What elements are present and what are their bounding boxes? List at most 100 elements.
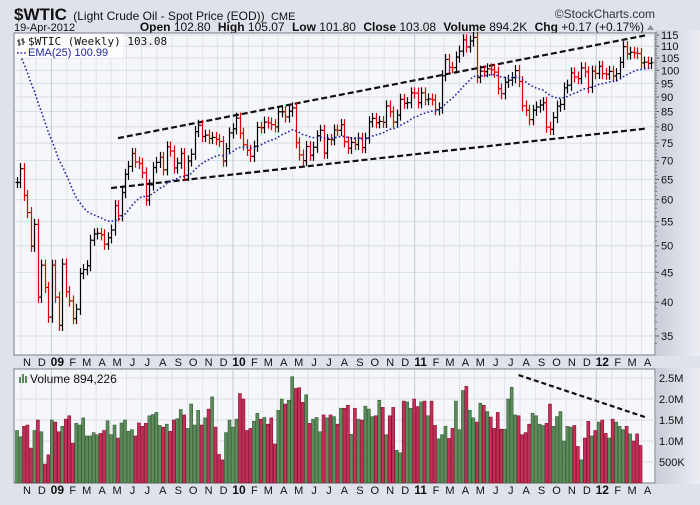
price-tick-label: 80 <box>661 122 673 134</box>
price-tick-label: 95 <box>661 78 673 90</box>
volume-bar <box>464 386 469 484</box>
month-tick-label: A <box>159 357 167 369</box>
volume-bar <box>123 419 127 484</box>
high-label: High <box>218 20 245 34</box>
price-bar <box>227 127 232 155</box>
volume-bar <box>46 454 51 484</box>
price-bar <box>175 157 180 174</box>
price-bar <box>419 87 424 109</box>
volume-bar <box>318 431 322 484</box>
volume-bar <box>398 452 402 484</box>
month-tick-label: M <box>476 357 485 369</box>
year-tick-label: 12 <box>596 355 610 369</box>
volume-tick-label: 2.5M <box>659 373 683 385</box>
volume-bar <box>534 415 538 484</box>
month-tick-label: J <box>326 485 332 497</box>
volume-bar <box>523 432 528 484</box>
volume-bar <box>593 430 598 484</box>
volume-axis-background <box>656 368 700 484</box>
volume-bar <box>262 417 267 484</box>
month-tick-label: A <box>462 485 470 497</box>
price-tick-label: 60 <box>661 195 673 207</box>
close-label: Close <box>363 20 396 34</box>
ohlc-bar-icon <box>17 38 25 46</box>
price-bar <box>565 79 570 94</box>
price-bar <box>39 259 44 303</box>
month-tick-label: J <box>311 485 317 497</box>
price-bar <box>168 141 173 157</box>
price-tick-label: 40 <box>661 297 673 309</box>
close-value: 103.08 <box>399 20 436 34</box>
volume-tick-label: 1.0M <box>659 436 683 448</box>
volume-bar <box>175 418 180 484</box>
volume-bar <box>328 414 333 484</box>
volume-bar <box>74 423 79 484</box>
volume-bar <box>506 398 510 484</box>
volume-bar <box>544 423 549 484</box>
volume-bar <box>394 449 399 484</box>
month-tick-label: M <box>264 357 273 369</box>
price-bar <box>32 218 37 252</box>
volume-bar <box>492 428 497 484</box>
month-tick-label: F <box>251 357 258 369</box>
price-bar <box>283 106 288 123</box>
volume-bar <box>502 428 507 484</box>
month-tick-label: S <box>356 485 363 497</box>
month-tick-label: F <box>614 485 621 497</box>
price-bar <box>443 53 448 82</box>
month-tick-label: M <box>82 357 91 369</box>
volume-bar <box>95 434 99 484</box>
year-tick-label: 12 <box>596 483 610 497</box>
price-bar <box>81 264 86 280</box>
volume-bar <box>481 404 486 484</box>
price-bar <box>189 148 194 167</box>
price-bar <box>412 87 417 99</box>
month-tick-label: F <box>69 357 76 369</box>
month-tick-label: J <box>130 357 136 369</box>
volume-bar <box>269 417 274 484</box>
price-bar <box>635 47 640 60</box>
price-bar <box>140 158 145 179</box>
month-tick-label: O <box>189 485 198 497</box>
price-tick-label: 75 <box>661 138 673 150</box>
volume-bar <box>454 400 458 484</box>
volume-bar <box>252 420 256 484</box>
volume-bar <box>50 419 54 484</box>
volume-bar <box>332 416 336 484</box>
volume-bar <box>283 403 288 484</box>
price-bar <box>499 83 504 100</box>
price-bar <box>607 65 612 80</box>
volume-bar <box>220 459 225 484</box>
volume-bar <box>189 403 193 484</box>
volume-bar <box>576 446 580 484</box>
price-plot-area <box>13 32 656 356</box>
volume-bar <box>224 432 228 484</box>
volume-bar <box>192 424 197 484</box>
price-bar <box>154 156 159 174</box>
month-tick-label: A <box>98 485 106 497</box>
month-tick-label: N <box>386 357 394 369</box>
price-bar <box>485 63 490 78</box>
price-bar <box>558 98 563 112</box>
volume-bar <box>25 424 30 484</box>
volume-legend-label: Volume 894,226 <box>30 372 117 386</box>
price-bar <box>457 45 462 63</box>
volume-bar <box>569 426 573 484</box>
volume-bar <box>206 408 211 484</box>
price-bar <box>450 61 455 74</box>
month-tick-label: F <box>433 357 440 369</box>
volume-bar <box>84 435 89 484</box>
price-bar <box>642 56 647 69</box>
price-bar <box>133 147 138 168</box>
month-tick-label: O <box>552 357 561 369</box>
month-tick-label: J <box>493 485 499 497</box>
volume-bar <box>346 404 350 484</box>
volume-bar <box>461 390 465 484</box>
price-bar <box>551 111 556 135</box>
price-bar <box>210 131 215 145</box>
month-tick-label: F <box>251 485 258 497</box>
volume-bar <box>245 430 249 484</box>
month-tick-label: J <box>508 357 514 369</box>
volume-bar <box>572 425 577 484</box>
volume-bar <box>217 454 221 484</box>
